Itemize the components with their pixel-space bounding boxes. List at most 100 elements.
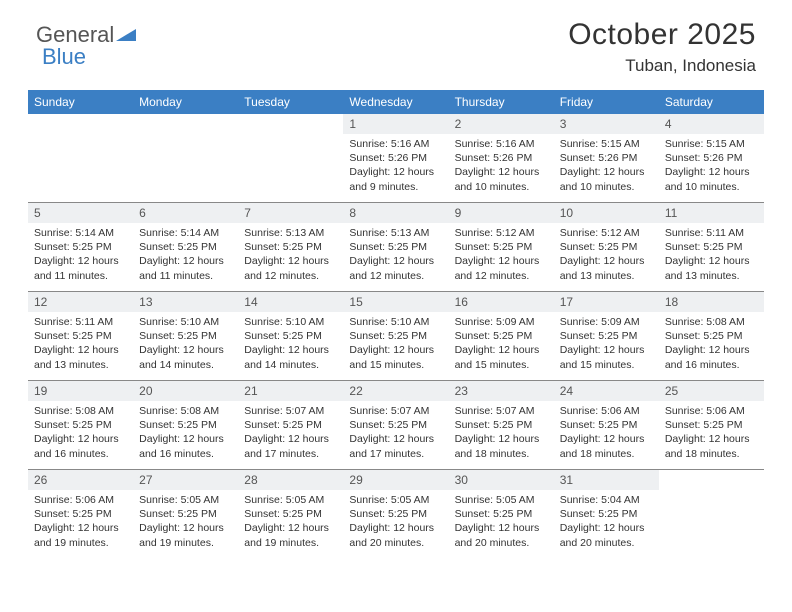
day-info: Sunrise: 5:04 AMSunset: 5:25 PMDaylight:… [554,490,659,554]
day-info: Sunrise: 5:14 AMSunset: 5:25 PMDaylight:… [28,223,133,287]
day-cell: 25Sunrise: 5:06 AMSunset: 5:25 PMDayligh… [659,381,764,469]
day-info: Sunrise: 5:05 AMSunset: 5:25 PMDaylight:… [343,490,448,554]
day-number: 27 [133,470,238,490]
sunset: Sunset: 5:25 PM [34,418,127,432]
sunrise: Sunrise: 5:07 AM [349,404,442,418]
dayname-tuesday: Tuesday [238,90,343,114]
day-number: 13 [133,292,238,312]
dayname-wednesday: Wednesday [343,90,448,114]
sunrise: Sunrise: 5:15 AM [665,137,758,151]
day-number: 28 [238,470,343,490]
daylight: Daylight: 12 hours and 12 minutes. [349,254,442,282]
sunrise: Sunrise: 5:12 AM [560,226,653,240]
sunset: Sunset: 5:25 PM [349,507,442,521]
logo-triangle-icon [116,27,138,43]
day-cell: 7Sunrise: 5:13 AMSunset: 5:25 PMDaylight… [238,203,343,291]
day-cell: 16Sunrise: 5:09 AMSunset: 5:25 PMDayligh… [449,292,554,380]
day-number: 3 [554,114,659,134]
sunset: Sunset: 5:26 PM [560,151,653,165]
sunrise: Sunrise: 5:05 AM [455,493,548,507]
day-info: Sunrise: 5:16 AMSunset: 5:26 PMDaylight:… [449,134,554,198]
day-cell: 24Sunrise: 5:06 AMSunset: 5:25 PMDayligh… [554,381,659,469]
sunset: Sunset: 5:25 PM [455,418,548,432]
day-cell: 10Sunrise: 5:12 AMSunset: 5:25 PMDayligh… [554,203,659,291]
sunset: Sunset: 5:25 PM [560,240,653,254]
day-cell: 19Sunrise: 5:08 AMSunset: 5:25 PMDayligh… [28,381,133,469]
sunrise: Sunrise: 5:08 AM [139,404,232,418]
day-info: Sunrise: 5:10 AMSunset: 5:25 PMDaylight:… [238,312,343,376]
day-cell: 28Sunrise: 5:05 AMSunset: 5:25 PMDayligh… [238,470,343,558]
sunset: Sunset: 5:25 PM [560,507,653,521]
daylight: Daylight: 12 hours and 16 minutes. [139,432,232,460]
day-number: 12 [28,292,133,312]
sunset: Sunset: 5:26 PM [665,151,758,165]
sunset: Sunset: 5:25 PM [349,240,442,254]
day-info: Sunrise: 5:05 AMSunset: 5:25 PMDaylight:… [449,490,554,554]
sunrise: Sunrise: 5:05 AM [139,493,232,507]
daylight: Daylight: 12 hours and 14 minutes. [244,343,337,371]
day-number: 15 [343,292,448,312]
day-info: Sunrise: 5:06 AMSunset: 5:25 PMDaylight:… [554,401,659,465]
sunrise: Sunrise: 5:10 AM [244,315,337,329]
day-cell: 18Sunrise: 5:08 AMSunset: 5:25 PMDayligh… [659,292,764,380]
day-info: Sunrise: 5:14 AMSunset: 5:25 PMDaylight:… [133,223,238,287]
daylight: Daylight: 12 hours and 18 minutes. [455,432,548,460]
day-cell: 3Sunrise: 5:15 AMSunset: 5:26 PMDaylight… [554,114,659,202]
day-info: Sunrise: 5:08 AMSunset: 5:25 PMDaylight:… [659,312,764,376]
dayname-saturday: Saturday [659,90,764,114]
day-cell: 20Sunrise: 5:08 AMSunset: 5:25 PMDayligh… [133,381,238,469]
day-number: 1 [343,114,448,134]
day-cell: 31Sunrise: 5:04 AMSunset: 5:25 PMDayligh… [554,470,659,558]
day-cell: 22Sunrise: 5:07 AMSunset: 5:25 PMDayligh… [343,381,448,469]
sunrise: Sunrise: 5:13 AM [244,226,337,240]
daylight: Daylight: 12 hours and 20 minutes. [560,521,653,549]
day-info: Sunrise: 5:05 AMSunset: 5:25 PMDaylight:… [238,490,343,554]
calendar: SundayMondayTuesdayWednesdayThursdayFrid… [28,90,764,558]
day-cell: 1Sunrise: 5:16 AMSunset: 5:26 PMDaylight… [343,114,448,202]
day-info: Sunrise: 5:16 AMSunset: 5:26 PMDaylight:… [343,134,448,198]
day-number: 24 [554,381,659,401]
daylight: Daylight: 12 hours and 17 minutes. [244,432,337,460]
header: October 2025 Tuban, Indonesia [28,18,764,76]
sunrise: Sunrise: 5:08 AM [665,315,758,329]
sunrise: Sunrise: 5:11 AM [34,315,127,329]
sunrise: Sunrise: 5:06 AM [560,404,653,418]
dayname-thursday: Thursday [449,90,554,114]
day-info: Sunrise: 5:10 AMSunset: 5:25 PMDaylight:… [133,312,238,376]
day-cell: 11Sunrise: 5:11 AMSunset: 5:25 PMDayligh… [659,203,764,291]
day-cell: 29Sunrise: 5:05 AMSunset: 5:25 PMDayligh… [343,470,448,558]
sunrise: Sunrise: 5:04 AM [560,493,653,507]
day-number: 4 [659,114,764,134]
day-info: Sunrise: 5:07 AMSunset: 5:25 PMDaylight:… [343,401,448,465]
day-info: Sunrise: 5:11 AMSunset: 5:25 PMDaylight:… [28,312,133,376]
week-row: 26Sunrise: 5:06 AMSunset: 5:25 PMDayligh… [28,469,764,558]
day-number: 6 [133,203,238,223]
daylight: Daylight: 12 hours and 19 minutes. [244,521,337,549]
day-info: Sunrise: 5:05 AMSunset: 5:25 PMDaylight:… [133,490,238,554]
sunset: Sunset: 5:25 PM [244,507,337,521]
day-cell: 2Sunrise: 5:16 AMSunset: 5:26 PMDaylight… [449,114,554,202]
day-number: 5 [28,203,133,223]
sunset: Sunset: 5:25 PM [244,240,337,254]
sunset: Sunset: 5:25 PM [139,240,232,254]
sunrise: Sunrise: 5:07 AM [455,404,548,418]
day-cell [238,114,343,202]
sunset: Sunset: 5:25 PM [665,418,758,432]
day-cell: 27Sunrise: 5:05 AMSunset: 5:25 PMDayligh… [133,470,238,558]
sunset: Sunset: 5:25 PM [34,507,127,521]
daylight: Daylight: 12 hours and 19 minutes. [139,521,232,549]
day-cell: 5Sunrise: 5:14 AMSunset: 5:25 PMDaylight… [28,203,133,291]
daylight: Daylight: 12 hours and 14 minutes. [139,343,232,371]
daylight: Daylight: 12 hours and 12 minutes. [455,254,548,282]
day-info: Sunrise: 5:08 AMSunset: 5:25 PMDaylight:… [28,401,133,465]
day-info: Sunrise: 5:10 AMSunset: 5:25 PMDaylight:… [343,312,448,376]
dayname-monday: Monday [133,90,238,114]
day-cell: 8Sunrise: 5:13 AMSunset: 5:25 PMDaylight… [343,203,448,291]
day-number: 19 [28,381,133,401]
sunrise: Sunrise: 5:08 AM [34,404,127,418]
sunrise: Sunrise: 5:14 AM [34,226,127,240]
day-cell: 26Sunrise: 5:06 AMSunset: 5:25 PMDayligh… [28,470,133,558]
day-number: 21 [238,381,343,401]
week-row: 19Sunrise: 5:08 AMSunset: 5:25 PMDayligh… [28,380,764,469]
sunset: Sunset: 5:25 PM [139,418,232,432]
